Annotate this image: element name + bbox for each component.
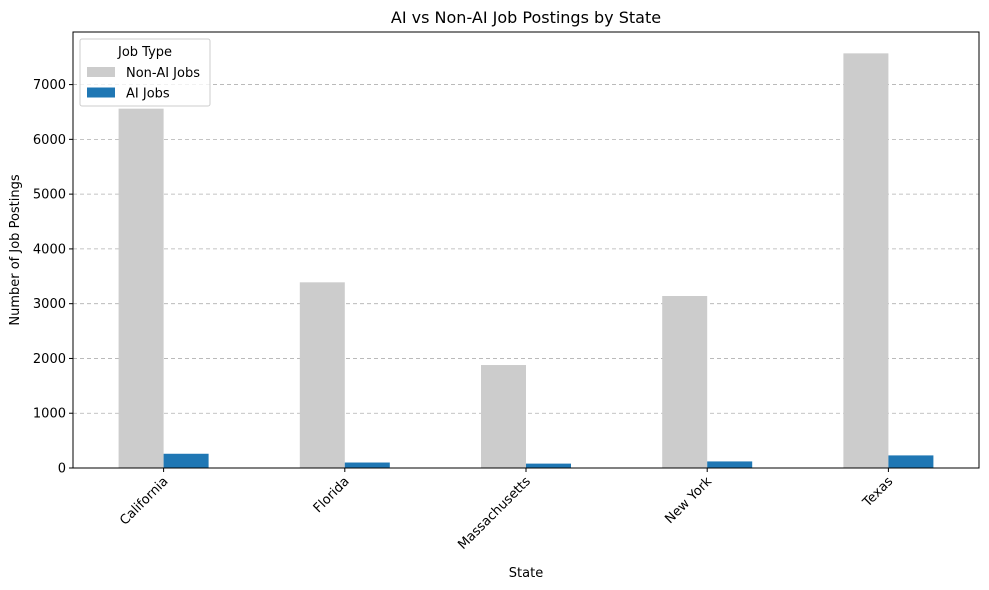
y-tick-label: 7000: [33, 78, 66, 93]
legend-title: Job Type: [117, 45, 172, 60]
legend-swatch-ai: [87, 87, 115, 98]
bar-non-ai-new-york: [662, 296, 708, 468]
x-tick-label: Florida: [311, 474, 353, 516]
legend-label-non-ai: Non-AI Jobs: [126, 66, 200, 81]
bar-non-ai-texas: [843, 53, 889, 468]
y-tick-label: 5000: [33, 188, 66, 203]
y-axis-label: Number of Job Postings: [8, 174, 23, 325]
y-tick-label: 2000: [33, 352, 66, 367]
bar-non-ai-california: [118, 108, 164, 469]
y-tick-label: 1000: [33, 407, 66, 422]
bar-non-ai-massachusetts: [481, 365, 526, 468]
bar-non-ai-florida: [299, 282, 345, 468]
bar-ai-california: [163, 453, 209, 468]
x-tick-label: Texas: [860, 474, 897, 511]
bars: [118, 53, 934, 469]
legend-swatch-non-ai: [87, 67, 115, 77]
y-axis: 0 1000 2000 3000 4000 5000 6000 7000: [33, 78, 73, 477]
bar-ai-florida: [344, 462, 390, 468]
bar-ai-massachusetts: [526, 463, 571, 468]
y-tick-label: 0: [58, 462, 66, 477]
bar-ai-new-york: [707, 461, 753, 468]
x-axis: California Florida Massachusetts New York Te…: [117, 468, 896, 553]
y-tick-label: 3000: [33, 297, 66, 312]
grid-lines: [73, 84, 979, 414]
x-tick-label: California: [117, 474, 171, 528]
legend: Job Type Non-AI Jobs AI Jobs: [79, 38, 211, 107]
y-tick-label: 6000: [33, 133, 66, 148]
bar-ai-texas: [888, 455, 934, 468]
x-axis-label: State: [509, 566, 543, 581]
x-tick-label: New York: [662, 474, 715, 527]
chart-title: AI vs Non-AI Job Postings by State: [391, 8, 661, 27]
x-tick-label: Massachusetts: [455, 474, 534, 553]
legend-label-ai: AI Jobs: [126, 87, 170, 102]
y-tick-label: 4000: [33, 242, 66, 257]
